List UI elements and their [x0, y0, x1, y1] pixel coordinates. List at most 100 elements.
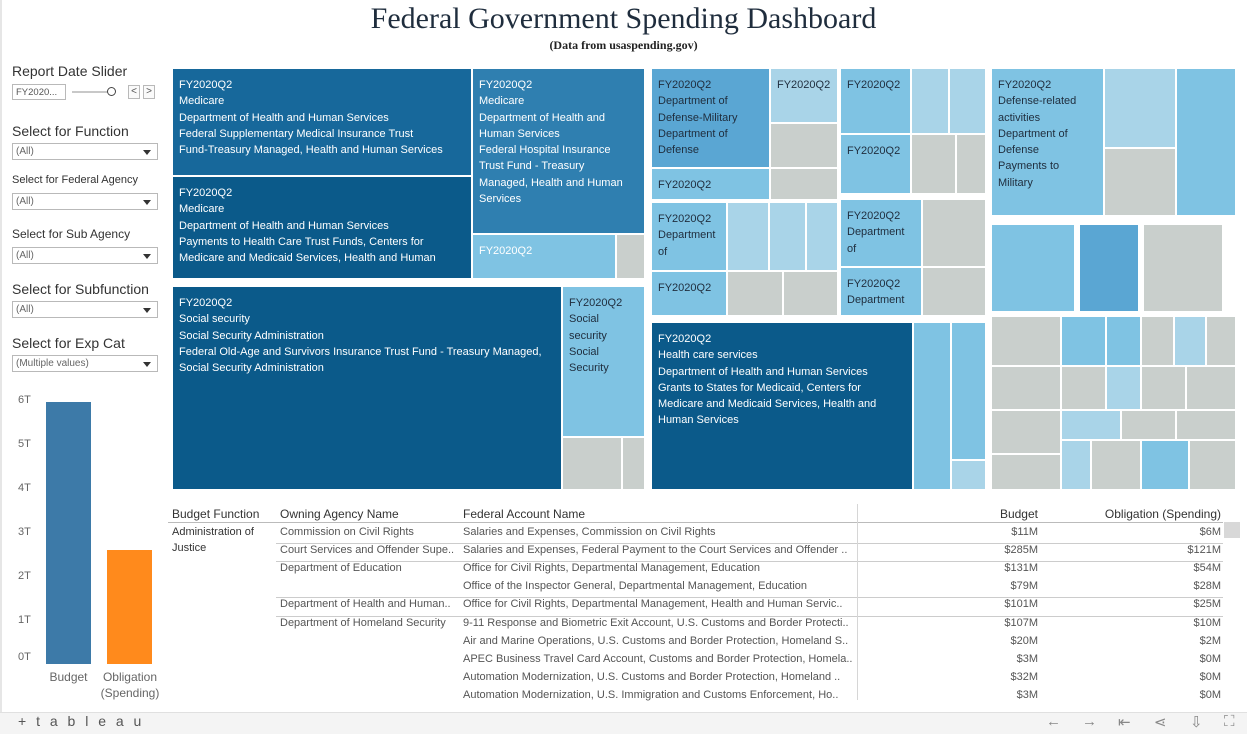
- download-icon[interactable]: ⇩: [1190, 714, 1203, 731]
- header-budget-function[interactable]: Budget Function: [172, 507, 260, 521]
- budget-function-cell: Administration of: [172, 526, 254, 538]
- treemap-cell[interactable]: [991, 316, 1061, 366]
- treemap-block[interactable]: FY2020Q2: [840, 134, 911, 194]
- treemap-cell[interactable]: [727, 271, 783, 316]
- redo-icon[interactable]: →: [1082, 713, 1097, 730]
- treemap-cell[interactable]: [922, 267, 986, 316]
- treemap-cell[interactable]: [1061, 316, 1106, 366]
- left-border: [0, 0, 2, 712]
- treemap-cell[interactable]: [1206, 316, 1236, 366]
- treemap-block[interactable]: FY2020Q2 Department: [840, 267, 922, 316]
- treemap-cell[interactable]: [951, 460, 986, 490]
- treemap-block[interactable]: FY2020Q2 Medicare Department of Health and…: [172, 176, 472, 279]
- y-axis-tick-label: 5T: [18, 438, 31, 450]
- treemap-cell[interactable]: [913, 322, 951, 490]
- treemap-cell[interactable]: [956, 134, 986, 194]
- treemap-label-line: FY2020Q2: [998, 79, 1052, 91]
- treemap-cell[interactable]: [991, 224, 1075, 312]
- treemap-cell[interactable]: [1061, 410, 1121, 440]
- next-date-button[interactable]: >: [143, 85, 155, 99]
- budget-bar[interactable]: [46, 402, 91, 664]
- treemap-cell[interactable]: [1176, 410, 1236, 440]
- treemap-cell[interactable]: [1104, 68, 1176, 148]
- budget-cell: $32M: [1010, 670, 1038, 683]
- report-date-slider-handle[interactable]: [107, 87, 116, 96]
- treemap-cell[interactable]: [1186, 366, 1236, 410]
- treemap-cell[interactable]: [783, 271, 838, 316]
- treemap-label-line: Security: [569, 362, 609, 375]
- treemap-cell[interactable]: [562, 437, 622, 490]
- treemap-cell[interactable]: [1106, 316, 1141, 366]
- treemap-block[interactable]: FY2020Q2 Medicare Department of Health and…: [172, 68, 472, 176]
- header-federal-account[interactable]: Federal Account Name: [463, 507, 586, 521]
- treemap-block[interactable]: FY2020Q2 Social security Social Security A…: [172, 286, 562, 490]
- treemap-cell[interactable]: [911, 134, 956, 194]
- treemap-label-line: FY2020Q2: [777, 79, 831, 91]
- treemap-cell[interactable]: [727, 202, 769, 271]
- treemap-block[interactable]: FY2020Q2: [472, 234, 616, 279]
- prev-date-button[interactable]: <: [128, 85, 140, 99]
- treemap-cell[interactable]: [991, 454, 1061, 490]
- treemap-block[interactable]: FY2020Q2 Health care services Department o…: [651, 322, 913, 490]
- treemap-cell[interactable]: [1141, 316, 1174, 366]
- treemap-cell[interactable]: [770, 168, 838, 200]
- share-icon[interactable]: ⋖: [1154, 714, 1167, 731]
- treemap-cell[interactable]: [991, 410, 1061, 454]
- treemap-block[interactable]: FY2020Q2 Social security Social Security: [562, 286, 645, 437]
- treemap-block[interactable]: FY2020Q2: [651, 168, 770, 200]
- report-date-slider-track[interactable]: [72, 91, 112, 93]
- treemap-cell[interactable]: [922, 199, 986, 267]
- treemap-cell[interactable]: [1141, 366, 1186, 410]
- treemap-cell[interactable]: [769, 202, 806, 271]
- agency-dropdown[interactable]: (All): [12, 193, 158, 210]
- treemap-block[interactable]: FY2020Q2: [770, 68, 838, 123]
- treemap-cell[interactable]: [1189, 440, 1236, 490]
- treemap-cell[interactable]: [1061, 440, 1091, 490]
- header-obligation[interactable]: Obligation (Spending): [1104, 507, 1221, 521]
- subfunction-dropdown[interactable]: (All): [12, 301, 158, 318]
- subagency-dropdown[interactable]: (All): [12, 247, 158, 264]
- treemap-cell[interactable]: [1174, 316, 1206, 366]
- treemap-block[interactable]: FY2020Q2 Department of: [840, 199, 922, 267]
- treemap-cell[interactable]: [1106, 366, 1141, 410]
- treemap-cell[interactable]: [770, 123, 838, 168]
- table-scrollbar-thumb[interactable]: [1224, 522, 1240, 538]
- header-budget[interactable]: Budget: [999, 507, 1038, 521]
- treemap-cell[interactable]: [1176, 68, 1236, 216]
- tableau-logo[interactable]: + t a b l e a u: [18, 713, 145, 729]
- undo-icon[interactable]: ←: [1046, 713, 1061, 730]
- expcat-dropdown[interactable]: (Multiple values): [12, 355, 158, 372]
- treemap-block-label: FY2020Q2 Department: [841, 268, 921, 309]
- treemap-label-line: FY2020Q2: [179, 297, 233, 309]
- treemap-cell[interactable]: [1079, 224, 1139, 312]
- obligation-bar[interactable]: [107, 550, 152, 664]
- treemap-cell[interactable]: [806, 202, 838, 271]
- expcat-filter-label: Select for Exp Cat: [12, 335, 125, 351]
- treemap-cell[interactable]: [1061, 366, 1106, 410]
- treemap-cell[interactable]: [616, 234, 645, 279]
- revert-icon[interactable]: ⇤: [1118, 714, 1131, 731]
- treemap-label-line: Medicare: [179, 95, 225, 108]
- treemap-block[interactable]: FY2020Q2 Department of: [651, 202, 727, 271]
- treemap-block[interactable]: FY2020Q2: [651, 271, 727, 316]
- treemap-cell[interactable]: [1121, 410, 1176, 440]
- treemap-block[interactable]: FY2020Q2 Medicare Department of Health and…: [472, 68, 645, 234]
- header-owning-agency[interactable]: Owning Agency Name: [280, 507, 399, 521]
- treemap-block[interactable]: FY2020Q2 Department of Defense-Military Dep…: [651, 68, 770, 168]
- obligation-cell: $54M: [1193, 562, 1221, 575]
- treemap-cell[interactable]: [622, 437, 645, 490]
- treemap-cell[interactable]: [911, 68, 949, 134]
- treemap-cell[interactable]: [1091, 440, 1141, 490]
- treemap-label-line: Department: [847, 226, 905, 239]
- treemap-cell[interactable]: [1104, 148, 1176, 216]
- report-date-value[interactable]: FY2020...: [12, 84, 66, 100]
- treemap-cell[interactable]: [951, 322, 986, 460]
- treemap-cell[interactable]: [1143, 224, 1223, 312]
- treemap-block[interactable]: FY2020Q2: [840, 68, 911, 134]
- treemap-cell[interactable]: [991, 366, 1061, 410]
- function-dropdown[interactable]: (All): [12, 143, 158, 160]
- treemap-cell[interactable]: [1141, 440, 1189, 490]
- treemap-block[interactable]: FY2020Q2 Defense-related activities Departm…: [991, 68, 1104, 216]
- fullscreen-icon[interactable]: ⛶: [1224, 713, 1235, 730]
- treemap-cell[interactable]: [949, 68, 986, 134]
